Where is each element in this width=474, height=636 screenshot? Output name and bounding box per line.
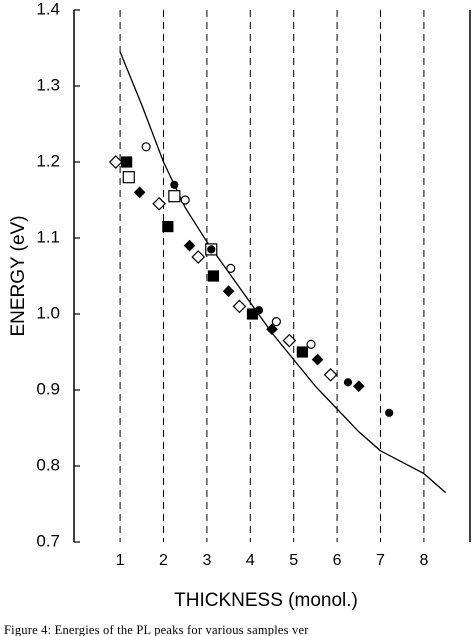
open-circle-point-1 bbox=[180, 195, 190, 205]
filled-diamond-point-2 bbox=[222, 285, 235, 298]
filled-circle-point-2 bbox=[254, 306, 264, 315]
y-tick-label-0.9: 0.9 bbox=[36, 379, 60, 398]
open-diamond-point-2 bbox=[191, 250, 206, 264]
x-tick-label-2: 2 bbox=[159, 552, 168, 569]
open-circle-point-4 bbox=[306, 339, 316, 349]
x-axis-label: THICKNESS (monol.) bbox=[174, 590, 358, 611]
y-axis-label: ENERGY (eV) bbox=[8, 215, 29, 336]
filled-circle-point-0 bbox=[170, 180, 179, 189]
filled-diamond-point-1 bbox=[183, 239, 196, 252]
filled-square-point-0 bbox=[121, 156, 133, 168]
open-diamond-point-3 bbox=[232, 299, 247, 314]
filled-diamond-point-5 bbox=[352, 380, 365, 393]
y-tick-label-1.1: 1.1 bbox=[36, 227, 60, 246]
filled-square-point-4 bbox=[296, 346, 308, 358]
x-tick-label-1: 1 bbox=[116, 552, 125, 569]
x-tick-label-8: 8 bbox=[419, 552, 428, 569]
y-tick-label-1.2: 1.2 bbox=[36, 151, 60, 170]
filled-circle-point-1 bbox=[207, 245, 216, 254]
open-diamond-point-4 bbox=[282, 333, 297, 348]
x-tick-label-3: 3 bbox=[202, 552, 211, 569]
open-diamond-point-5 bbox=[323, 367, 338, 382]
figure-caption: Figure 4: Energies of the PL peaks for v… bbox=[4, 623, 309, 636]
data-markers bbox=[108, 142, 394, 417]
open-circle-point-3 bbox=[271, 317, 281, 327]
x-axis-ticks: 1 2 3 4 5 6 7 8 bbox=[116, 552, 429, 569]
open-circle-point-0 bbox=[141, 142, 151, 152]
open-square-point-0 bbox=[122, 171, 135, 184]
filled-diamond-point-0 bbox=[133, 186, 146, 199]
open-diamond-point-0 bbox=[108, 155, 123, 169]
x-tick-label-5: 5 bbox=[289, 552, 298, 569]
filled-square-point-2 bbox=[207, 270, 220, 282]
x-tick-label-6: 6 bbox=[333, 552, 342, 569]
fit-curve bbox=[119, 51, 447, 494]
open-square-point-1 bbox=[168, 190, 181, 203]
filled-diamond-point-3 bbox=[266, 323, 278, 336]
filled-circle-point-3 bbox=[343, 378, 353, 387]
filled-circle-point-4 bbox=[385, 408, 394, 417]
gridlines bbox=[119, 10, 425, 542]
y-axis-ticks: 0.7 0.8 0.9 1.0 1.1 1.2 1.3 1.4 bbox=[36, 0, 80, 550]
x-tick-label-7: 7 bbox=[376, 552, 385, 569]
open-diamond-point-1 bbox=[152, 196, 167, 211]
filled-diamond-point-4 bbox=[311, 353, 324, 366]
y-tick-label-1.4: 1.4 bbox=[36, 0, 60, 18]
y-tick-label-0.8: 0.8 bbox=[36, 455, 60, 474]
x-tick-label-4: 4 bbox=[246, 552, 255, 569]
y-tick-label-1.0: 1.0 bbox=[36, 303, 60, 322]
open-circle-point-2 bbox=[226, 263, 236, 273]
y-tick-label-1.3: 1.3 bbox=[36, 75, 60, 94]
filled-square-point-1 bbox=[162, 221, 174, 233]
y-tick-label-0.7: 0.7 bbox=[36, 531, 60, 550]
